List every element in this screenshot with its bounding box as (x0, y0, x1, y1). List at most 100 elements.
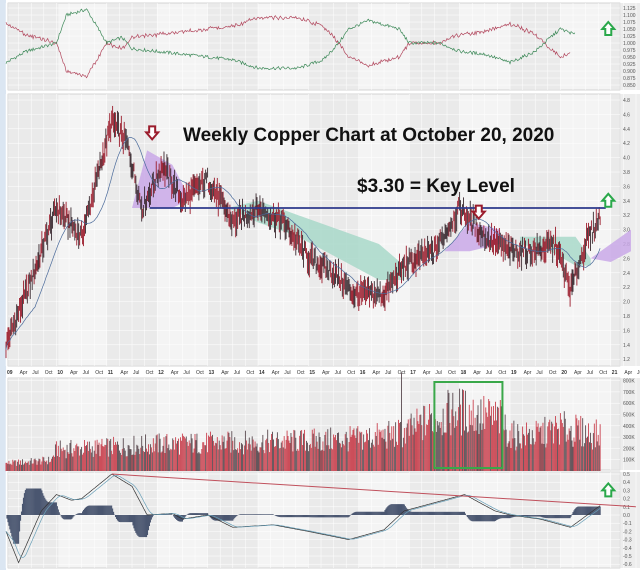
macd-y-tick: -0.4 (623, 546, 632, 552)
x-tick: 13 (209, 370, 215, 376)
macd-y-tick: 0.3 (623, 488, 630, 494)
ratio-line-red (5, 15, 571, 79)
x-tick: Apr (171, 370, 179, 376)
x-tick: Jul (133, 370, 139, 376)
price-y-tick: 2.4 (623, 271, 630, 277)
x-tick: 14 (259, 370, 265, 376)
x-tick: 16 (360, 370, 366, 376)
x-tick: Jul (486, 370, 492, 376)
up-arrow-icon (600, 192, 617, 208)
price-y-tick: 4.2 (623, 141, 630, 147)
top-y-tick: 1.000 (623, 41, 636, 47)
chart-title: Weekly Copper Chart at October 20, 2020 (183, 125, 555, 146)
x-tick: Oct (196, 370, 204, 376)
volume-highlight-box (433, 381, 504, 469)
price-y-tick: 1.4 (623, 343, 630, 349)
x-tick: 17 (410, 370, 416, 376)
ratio-line-green (5, 8, 576, 71)
x-tick: 20 (561, 370, 567, 376)
x-tick: Jul (32, 370, 38, 376)
down-arrow-icon (470, 204, 487, 221)
top-y-tick: 1.100 (623, 13, 636, 19)
top-y-tick: 0.925 (623, 62, 636, 68)
macd-y-tick: -0.3 (623, 538, 632, 544)
x-tick: Oct (448, 370, 456, 376)
x-tick: 15 (309, 370, 315, 376)
macd-line (5, 473, 601, 564)
ichimoku-cloud (590, 229, 631, 262)
x-tick: Oct (498, 370, 506, 376)
x-tick: Oct (347, 370, 355, 376)
price-y-tick: 1.2 (623, 357, 630, 363)
x-tick: Apr (221, 370, 229, 376)
left-border (0, 0, 6, 570)
year-band (8, 378, 59, 470)
x-tick: Apr (20, 370, 28, 376)
x-tick: Jul (183, 370, 189, 376)
key-level-annotation: $3.30 = Key Level (357, 176, 515, 197)
top-y-tick: 1.025 (623, 34, 636, 40)
macd-y-tick: -0.5 (623, 554, 632, 560)
macd-y-tick: 0.0 (623, 513, 630, 519)
top-y-tick: 0.875 (623, 76, 636, 82)
x-tick: 09 (7, 370, 13, 376)
top-y-tick: 0.900 (623, 69, 636, 75)
x-tick: Apr (120, 370, 128, 376)
price-y-tick: 4.4 (623, 127, 630, 133)
volume-y-tick: 400K (623, 424, 635, 430)
price-y-tick: 2.0 (623, 300, 630, 306)
moving-average-line (5, 137, 601, 350)
x-tick: Apr (70, 370, 78, 376)
price-y-tick: 1.6 (623, 328, 630, 334)
x-tick: Oct (146, 370, 154, 376)
year-band (8, 3, 59, 90)
x-tick: Jul (435, 370, 441, 376)
top-y-tick: 0.850 (623, 83, 636, 89)
x-tick: Apr (423, 370, 431, 376)
x-tick: Oct (45, 370, 53, 376)
macd-trendline (111, 473, 637, 508)
top-y-tick: 0.950 (623, 55, 636, 61)
price-y-tick: 3.2 (623, 213, 630, 219)
up-arrow-icon (600, 481, 617, 498)
price-y-tick: 3.0 (623, 228, 630, 234)
x-tick: 10 (57, 370, 63, 376)
top-y-tick: 1.125 (623, 6, 636, 12)
macd-y-tick: -0.2 (623, 529, 632, 535)
macd-y-tick: 0.2 (623, 497, 630, 503)
macd-y-tick: 0.1 (623, 505, 630, 511)
up-arrow-icon (600, 20, 617, 36)
volume-y-tick: 600K (623, 401, 635, 407)
x-tick: Jul (284, 370, 290, 376)
year-band (610, 472, 640, 568)
volume-y-tick: 800K (623, 379, 635, 385)
macd-y-tick: 0.4 (623, 480, 630, 486)
top-y-tick: 1.075 (623, 20, 636, 26)
price-y-tick: 2.2 (623, 285, 630, 291)
price-y-tick: 3.8 (623, 170, 630, 176)
x-tick: Jul (587, 370, 593, 376)
macd-y-tick: 0.5 (623, 472, 630, 478)
year-band (610, 3, 640, 90)
price-y-tick: 4.8 (623, 98, 630, 104)
year-band (610, 378, 640, 470)
x-tick: 18 (461, 370, 467, 376)
x-tick: Jul (83, 370, 89, 376)
macd-y-tick: -0.6 (623, 562, 632, 568)
x-tick: Oct (599, 370, 607, 376)
x-tick: 11 (108, 370, 114, 376)
volume-y-tick: 500K (623, 413, 635, 419)
x-tick: Oct (246, 370, 254, 376)
macd-y-tick: -0.1 (623, 521, 632, 527)
year-band (610, 94, 640, 366)
price-y-tick: 1.8 (623, 314, 630, 320)
price-y-tick: 4.6 (623, 112, 630, 118)
x-tick: Apr (272, 370, 280, 376)
x-tick: Jul (335, 370, 341, 376)
x-tick: Apr (372, 370, 380, 376)
x-tick: Jul (536, 370, 542, 376)
x-tick: Apr (574, 370, 582, 376)
x-tick: Apr (473, 370, 481, 376)
